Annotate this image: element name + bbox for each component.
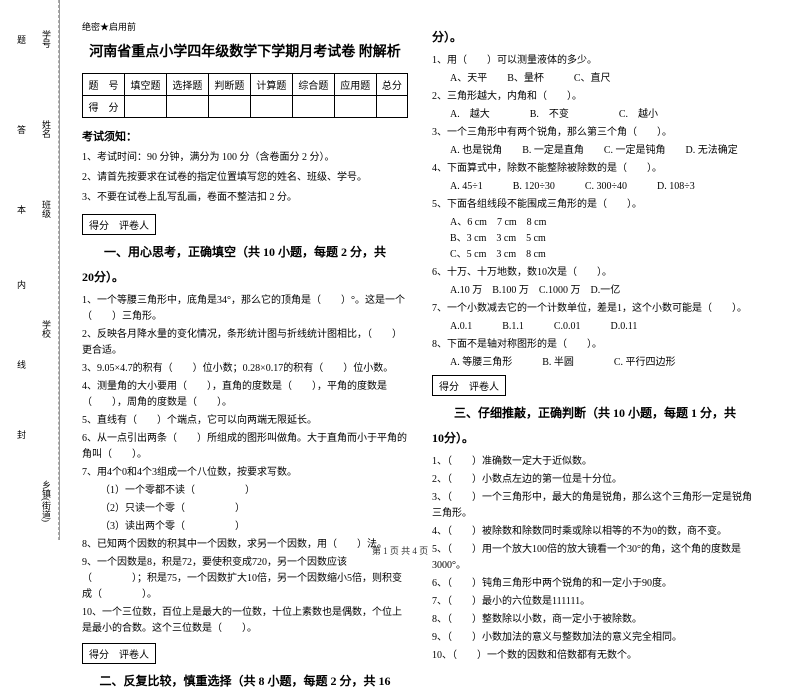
opts: B、3 cm 3 cm 5 cm [450, 231, 758, 247]
q: 1、一个等腰三角形中，底角是34°，那么它的顶角是（ ）°。这是一个（ ）三角形… [82, 293, 408, 325]
th: 综合题 [292, 74, 334, 96]
opts: A. 45÷1 B. 120÷30 C. 300÷40 D. 108÷3 [450, 179, 758, 195]
opts: A. 等腰三角形 B. 半圆 C. 平行四边形 [450, 355, 758, 371]
th: 总分 [376, 74, 407, 96]
section1-title-cont: 20分）。 [82, 268, 408, 285]
q: 9、（ ）小数加法的意义与整数加法的意义完全相同。 [432, 630, 758, 646]
th: 判断题 [208, 74, 250, 96]
margin-char: 内 [15, 280, 28, 289]
th: 选择题 [166, 74, 208, 96]
td: 得 分 [83, 96, 125, 118]
margin-label: 学号 [40, 30, 53, 48]
q: 8、下面不是轴对称图形的是（ ）。 [432, 337, 758, 353]
q: 6、从一点引出两条（ ）所组成的图形叫做角。大于直角而小于平角的角叫（ ）。 [82, 431, 408, 463]
q: 6、（ ）钝角三角形中两个锐角的和一定小于90度。 [432, 576, 758, 592]
q-sub: （1）一个零都不读（ ） [100, 483, 408, 499]
opts: A、天平 B、量杯 C、直尺 [450, 71, 758, 87]
opts: A.10 万 B.100 万 C.1000 万 D.一亿 [450, 283, 758, 299]
q: 5、直线有（ ）个端点，它可以向两端无限延长。 [82, 413, 408, 429]
margin-char: 本 [15, 205, 28, 214]
q: 10、（ ）一个数的因数和倍数都有无数个。 [432, 648, 758, 664]
margin-label: 班级 [40, 200, 53, 218]
fold-line [58, 0, 59, 540]
td [124, 96, 166, 118]
th: 计算题 [250, 74, 292, 96]
margin-label: 学校 [40, 320, 53, 338]
q: 2、反映各月降水量的变化情况，条形统计图与折线统计图相比，（ ）更合适。 [82, 327, 408, 359]
td [292, 96, 334, 118]
exam-title: 河南省重点小学四年级数学下学期月考试卷 附解析 [82, 41, 408, 61]
notice-title: 考试须知： [82, 128, 408, 144]
q-sub: （2）只读一个零（ ） [100, 501, 408, 517]
q: 7、一个小数减去它的一个计数单位，差是1，这个小数可能是（ ）。 [432, 301, 758, 317]
q: 9、一个因数是8，积是72，要使积变成720，另一个因数应该（ ）；积是75，一… [82, 555, 408, 603]
q: 1、用（ ）可以测量液体的多少。 [432, 53, 758, 69]
notice-item: 3、不要在试卷上乱写乱画，卷面不整洁扣 2 分。 [82, 190, 408, 205]
margin-label: 姓名 [40, 120, 53, 138]
q: 4、下面算式中，除数不能整除被除数的是（ ）。 [432, 161, 758, 177]
q: 7、（ ）最小的六位数是111111。 [432, 594, 758, 610]
margin-char: 线 [15, 360, 28, 369]
section3-title-cont: 10分）。 [432, 429, 758, 446]
scorer-box: 得分 评卷人 [82, 643, 156, 664]
score-table: 题 号 填空题 选择题 判断题 计算题 综合题 应用题 总分 得 分 [82, 73, 408, 118]
q: 2、三角形越大，内角和（ ）。 [432, 89, 758, 105]
margin-label: 乡镇(街道) [40, 480, 53, 522]
th: 题 号 [83, 74, 125, 96]
q: 2、（ ）小数点左边的第一位是十分位。 [432, 472, 758, 488]
q: 6、十万、十万地数，数10次是（ ）。 [432, 265, 758, 281]
secret-label: 绝密★启用前 [82, 20, 408, 33]
opts: C、5 cm 3 cm 8 cm [450, 247, 758, 263]
opts: A.0.1 B.1.1 C.0.01 D.0.11 [450, 319, 758, 335]
page-footer: 第 1 页 共 4 页 [0, 544, 800, 557]
td [166, 96, 208, 118]
q: 4、测量角的大小要用（ ），直角的度数是（ ），平角的度数是（ ），周角的度数是… [82, 379, 408, 411]
section2-title: 二、反复比较，慎重选择（共 8 小题，每题 2 分，共 16 [82, 672, 408, 689]
q: 1、（ ）准确数一定大于近似数。 [432, 454, 758, 470]
opts: A、6 cm 7 cm 8 cm [450, 215, 758, 231]
q: 5、下面各组线段不能围成三角形的是（ ）。 [432, 197, 758, 213]
q: 10、一个三位数，百位上是最大的一位数，十位上素数也是偶数，个位上是最小的合数。… [82, 605, 408, 637]
q: 7、用4个0和4个3组成一个八位数，按要求写数。 [82, 465, 408, 481]
th: 应用题 [334, 74, 376, 96]
section3-title: 三、仔细推敲，正确判断（共 10 小题，每题 1 分，共 [432, 404, 758, 421]
q: 3、（ ）一个三角形中，最大的角是锐角，那么这个三角形一定是锐角三角形。 [432, 490, 758, 522]
td [250, 96, 292, 118]
opts: A. 也是锐角 B. 一定是直角 C. 一定是钝角 D. 无法确定 [450, 143, 758, 159]
opts: A. 越大 B. 不变 C. 越小 [450, 107, 758, 123]
notice-item: 2、请首先按要求在试卷的指定位置填写您的姓名、班级、学号。 [82, 170, 408, 185]
notice-item: 1、考试时间：90 分钟，满分为 100 分（含卷面分 2 分）。 [82, 150, 408, 165]
q: 4、（ ）被除数和除数同时乘或除以相等的不为0的数，商不变。 [432, 524, 758, 540]
td [208, 96, 250, 118]
margin-char: 封 [15, 430, 28, 439]
scorer-box: 得分 评卷人 [432, 375, 506, 396]
margin-char: 答 [15, 125, 28, 134]
section1-title: 一、用心思考，正确填空（共 10 小题，每题 2 分，共 [82, 243, 408, 260]
th: 填空题 [124, 74, 166, 96]
td [376, 96, 407, 118]
section2-title-cont: 分）。 [432, 28, 758, 45]
margin-char: 题 [15, 35, 28, 44]
q: 8、（ ）整数除以小数，商一定小于被除数。 [432, 612, 758, 628]
td [334, 96, 376, 118]
q: 3、9.05×4.7的积有（ ）位小数；0.28×0.17的积有（ ）位小数。 [82, 361, 408, 377]
q-sub: （3）读出两个零（ ） [100, 519, 408, 535]
scorer-box: 得分 评卷人 [82, 214, 156, 235]
q: 3、一个三角形中有两个锐角，那么第三个角（ ）。 [432, 125, 758, 141]
